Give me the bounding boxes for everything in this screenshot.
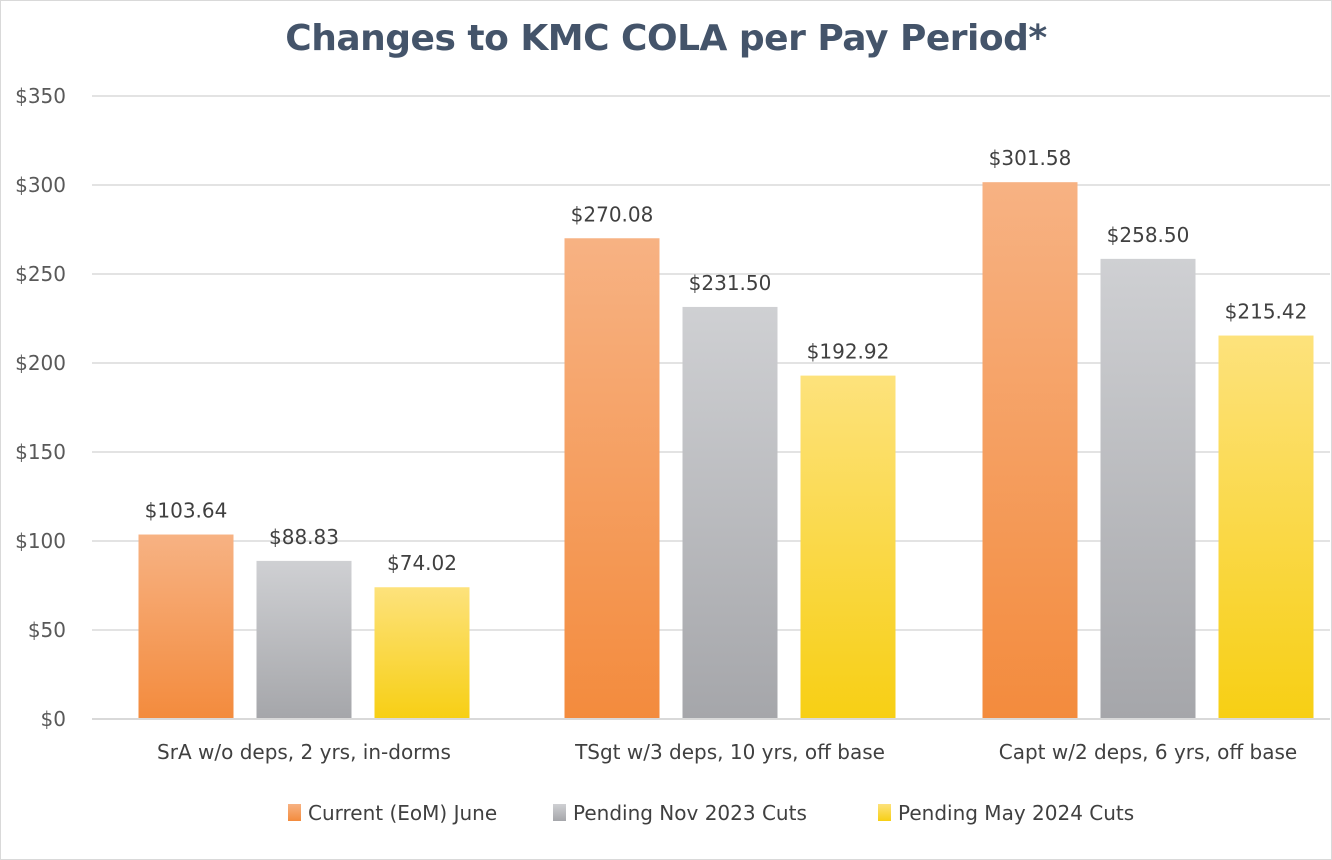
bar[interactable]	[682, 306, 778, 719]
data-label: $270.08	[571, 202, 654, 226]
y-tick-label: $0	[41, 707, 66, 731]
x-category-label: Capt w/2 deps, 6 yrs, off base	[999, 740, 1297, 764]
bar[interactable]	[374, 587, 470, 719]
legend-label[interactable]: Pending Nov 2023 Cuts	[573, 801, 807, 825]
data-label: $192.92	[807, 340, 890, 364]
legend-swatch[interactable]	[553, 804, 566, 821]
data-label: $258.50	[1107, 223, 1190, 247]
y-tick-label: $150	[15, 440, 66, 464]
x-category-label: SrA w/o deps, 2 yrs, in-dorms	[157, 740, 451, 764]
data-label: $231.50	[689, 271, 772, 295]
data-label: $88.83	[269, 525, 339, 549]
data-label: $74.02	[387, 551, 457, 575]
legend-label[interactable]: Pending May 2024 Cuts	[898, 801, 1134, 825]
bar[interactable]	[256, 560, 352, 719]
chart-title: Changes to KMC COLA per Pay Period*	[285, 18, 1047, 59]
legend-swatch[interactable]	[878, 804, 891, 821]
y-tick-label: $200	[15, 351, 66, 375]
bar[interactable]	[564, 238, 660, 719]
legend-label[interactable]: Current (EoM) June	[308, 801, 497, 825]
x-category-label: TSgt w/3 deps, 10 yrs, off base	[574, 740, 885, 764]
data-label: $103.64	[145, 499, 228, 523]
y-tick-label: $250	[15, 262, 66, 286]
bar[interactable]	[138, 534, 234, 719]
data-label: $301.58	[989, 146, 1072, 170]
y-tick-label: $50	[28, 618, 66, 642]
y-tick-label: $100	[15, 529, 66, 553]
legend-swatch[interactable]	[288, 804, 301, 821]
data-label: $215.42	[1225, 300, 1308, 324]
bar[interactable]	[982, 182, 1078, 719]
bar[interactable]	[1218, 335, 1314, 719]
y-tick-label: $300	[15, 173, 66, 197]
y-tick-label: $350	[15, 84, 66, 108]
bar[interactable]	[800, 375, 896, 719]
bar[interactable]	[1100, 258, 1196, 719]
